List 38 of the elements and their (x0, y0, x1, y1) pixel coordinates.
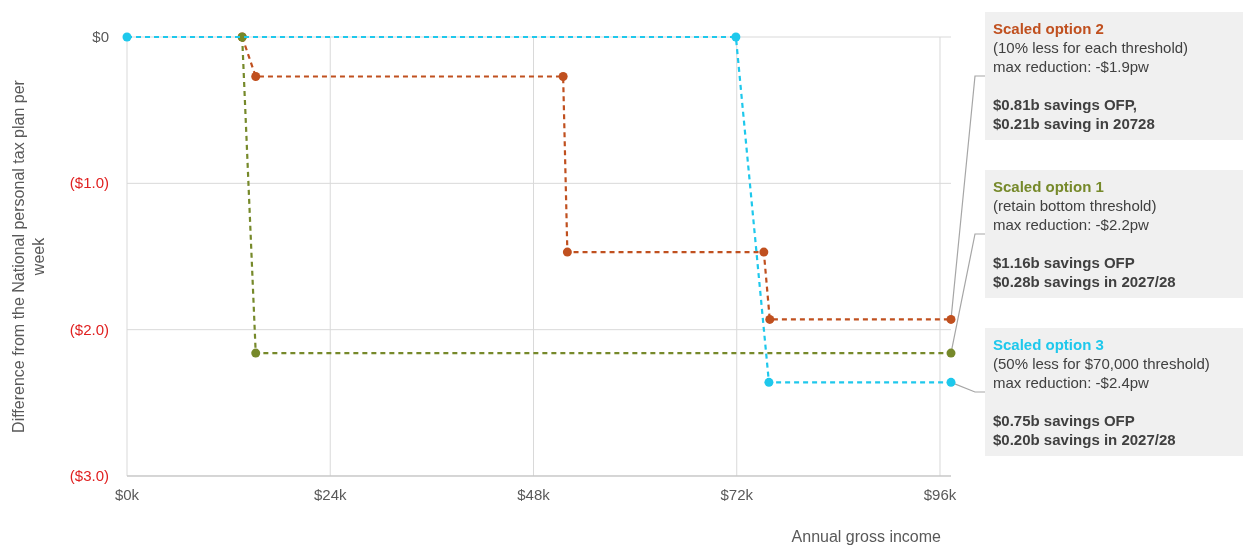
y-tick-label: ($1.0) (69, 174, 109, 192)
text: Scaled option 3 (993, 336, 1104, 353)
point (251, 348, 261, 358)
x-axis-title: Annual gross income (791, 528, 942, 545)
text: (10% less for each threshold) (993, 39, 1189, 56)
x-tick-label: $0k (114, 486, 140, 503)
y-tick-label: ($2.0) (69, 320, 109, 338)
text: max reduction: -$2.4pw (993, 374, 1150, 391)
text: (50% less for $70,000 threshold) (993, 355, 1210, 372)
y-axis-title: Difference from the National personal tax plan per week (10, 79, 47, 433)
point (946, 348, 956, 358)
x-tick-label: $96k (923, 486, 957, 503)
point (765, 314, 775, 324)
point (558, 72, 568, 82)
point (562, 247, 572, 257)
text: $0.21b saving in 20728 (993, 115, 1155, 132)
point (946, 377, 956, 387)
point (946, 314, 956, 324)
x-tick-label: $72k (720, 486, 754, 503)
point (764, 377, 774, 387)
point (251, 72, 261, 82)
text: Scaled option 1 (993, 178, 1104, 195)
x-tick-label: $48k (517, 486, 551, 503)
text: Scaled option 2 (993, 20, 1104, 37)
y-tick-label: $0 (92, 28, 109, 45)
text: $0.20b savings in 2027/28 (993, 431, 1176, 448)
point (759, 247, 769, 257)
point (731, 32, 741, 42)
text: $0.28b savings in 2027/28 (993, 273, 1176, 290)
text: max reduction: -$2.2pw (993, 216, 1150, 233)
text: (retain bottom threshold) (993, 197, 1157, 214)
y-tick-label: ($3.0) (69, 467, 109, 484)
text: max reduction: -$1.9pw (993, 58, 1150, 75)
text: $0.81b savings OFP, (993, 96, 1137, 113)
x-tick-label: $24k (313, 486, 348, 503)
point (122, 32, 132, 42)
text: $1.16b savings OFP (993, 254, 1135, 271)
text: $0.75b savings OFP (993, 412, 1135, 429)
